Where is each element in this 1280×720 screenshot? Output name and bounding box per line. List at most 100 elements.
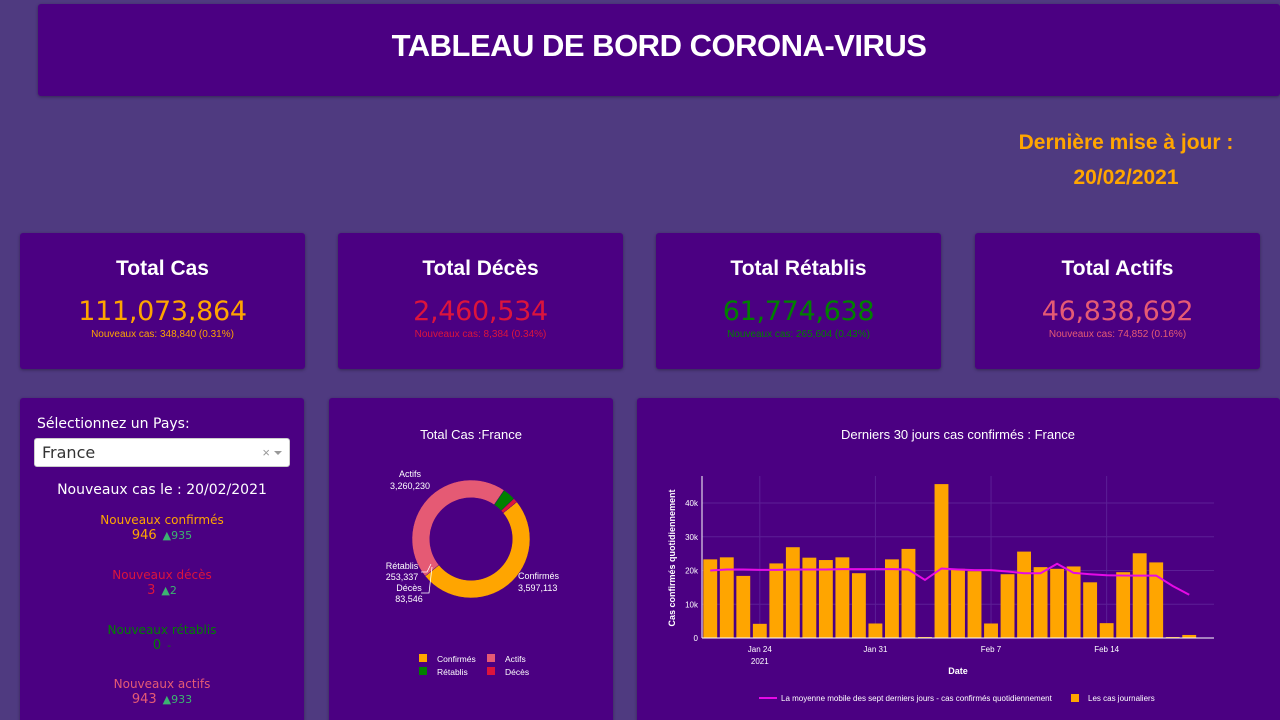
bar[interactable] xyxy=(901,548,916,638)
bar[interactable] xyxy=(951,568,965,638)
bar[interactable] xyxy=(1000,574,1015,638)
metric-new-deaths: Nouveaux décès 3 ▲2 xyxy=(20,568,304,598)
legend-label[interactable]: Confirmés xyxy=(437,654,476,664)
legend-swatch-daily-cases[interactable] xyxy=(1071,694,1079,702)
bar[interactable] xyxy=(1099,623,1114,638)
bar[interactable] xyxy=(835,557,850,638)
bar[interactable] xyxy=(1017,551,1032,638)
slice-label-deces: Décès xyxy=(396,583,422,593)
x-tick-label: Jan 24 xyxy=(748,645,773,654)
donut-slice-actifs[interactable] xyxy=(411,479,505,577)
bar[interactable] xyxy=(934,484,949,638)
bar-chart-title: Derniers 30 jours cas confirmés : France xyxy=(841,427,1075,442)
stat-title: Total Actifs xyxy=(1061,257,1174,280)
x-tick-year: 2021 xyxy=(751,657,769,666)
country-panel: Sélectionnez un Pays: France × Nouveaux … xyxy=(20,398,304,720)
bar[interactable] xyxy=(967,571,982,638)
bar[interactable] xyxy=(851,573,866,638)
y-tick-label: 0 xyxy=(694,634,699,643)
metric-label: Nouveaux décès xyxy=(112,568,212,582)
stat-subtext: Nouveaux cas: 265,604 (0.43%) xyxy=(727,329,870,340)
stat-value: 46,838,692 xyxy=(1041,296,1194,327)
slice-value-deces: 83,546 xyxy=(395,594,423,604)
bar[interactable] xyxy=(703,559,718,638)
bar[interactable] xyxy=(719,557,734,638)
x-axis-label: Date xyxy=(948,666,968,676)
bar[interactable] xyxy=(1182,634,1197,638)
metric-value: 3 xyxy=(147,583,156,598)
metric-label: Nouveaux actifs xyxy=(113,677,211,691)
bar[interactable] xyxy=(918,636,932,638)
stat-value: 61,774,638 xyxy=(722,296,875,327)
bar[interactable] xyxy=(818,560,833,638)
legend-label[interactable]: Décès xyxy=(505,667,529,677)
bar-chart-panel: Derniers 30 jours cas confirmés : France… xyxy=(637,398,1280,720)
bar[interactable] xyxy=(1132,553,1147,638)
bar[interactable] xyxy=(802,557,817,638)
stat-card-total-recovered: Total Rétablis 61,774,638 Nouveaux cas: … xyxy=(656,233,941,369)
legend-label[interactable]: Rétablis xyxy=(437,667,468,677)
x-tick-label: Feb 14 xyxy=(1094,645,1119,654)
bar[interactable] xyxy=(1116,572,1131,638)
donut-chart: Total Cas :France Actifs 3,260,230 Confi… xyxy=(386,427,560,677)
page-title: TABLEAU DE BORD CORONA-VIRUS xyxy=(391,28,927,63)
country-dropdown[interactable]: France × xyxy=(34,438,290,467)
stat-title: Total Rétablis xyxy=(730,257,867,280)
legend-label[interactable]: Actifs xyxy=(505,654,526,664)
legend-label[interactable]: Les cas journaliers xyxy=(1088,694,1155,703)
label-leader-line xyxy=(421,563,432,573)
metric-value: 946 xyxy=(131,528,157,543)
bar[interactable] xyxy=(1033,567,1048,638)
bar[interactable] xyxy=(1149,562,1164,638)
slice-label-retablis: Rétablis xyxy=(386,561,419,571)
donut-slice-confirmés[interactable] xyxy=(424,501,531,599)
bar[interactable] xyxy=(984,623,998,638)
bar[interactable] xyxy=(1165,636,1180,638)
chevron-down-icon[interactable] xyxy=(274,451,282,455)
bar[interactable] xyxy=(769,563,784,638)
metric-label: Nouveaux confirmés xyxy=(100,513,224,527)
legend-swatch-actifs[interactable] xyxy=(487,654,495,662)
y-axis-label: Cas confirmés quotidiennement xyxy=(667,489,677,626)
bar-chart: Derniers 30 jours cas confirmés : France… xyxy=(667,427,1214,703)
bar[interactable] xyxy=(868,623,883,638)
bar[interactable] xyxy=(736,575,751,638)
stat-title: Total Cas xyxy=(116,257,209,280)
donut-chart-panel: Total Cas :France Actifs 3,260,230 Confi… xyxy=(329,398,613,720)
y-tick-label: 10k xyxy=(685,600,699,609)
metric-value: 0 xyxy=(152,638,162,653)
country-select-label: Sélectionnez un Pays: xyxy=(37,416,190,432)
metric-delta: - xyxy=(167,639,172,652)
metric-new-confirmed: Nouveaux confirmés 946 ▲935 xyxy=(20,513,304,543)
stat-subtext: Nouveaux cas: 74,852 (0.16%) xyxy=(1048,329,1187,340)
header-banner: TABLEAU DE BORD CORONA-VIRUS xyxy=(38,4,1280,96)
legend-swatch-retablis[interactable] xyxy=(419,667,427,675)
legend-label[interactable]: La moyenne mobile des sept derniers jour… xyxy=(781,694,1053,703)
metric-label: Nouveaux rétablis xyxy=(107,623,217,637)
y-tick-label: 20k xyxy=(685,567,699,576)
bar[interactable] xyxy=(884,559,899,638)
clear-icon[interactable]: × xyxy=(262,445,270,460)
bar[interactable] xyxy=(1083,582,1098,638)
x-tick-label: Jan 31 xyxy=(863,645,888,654)
stat-subtext: Nouveaux cas: 8,384 (0.34%) xyxy=(414,329,547,340)
stat-card-total-cases: Total Cas 111,073,864 Nouveaux cas: 348,… xyxy=(20,233,305,369)
metric-new-active: Nouveaux actifs 943 ▲933 xyxy=(20,677,304,707)
metric-delta: ▲2 xyxy=(161,584,177,597)
bar[interactable] xyxy=(752,623,767,638)
bar[interactable] xyxy=(1066,566,1081,638)
metric-delta: ▲933 xyxy=(162,693,193,706)
stat-card-total-active: Total Actifs 46,838,692 Nouveaux cas: 74… xyxy=(975,233,1260,369)
donut-chart-title: Total Cas :France xyxy=(420,427,522,442)
y-tick-label: 30k xyxy=(685,533,699,542)
label-leader-line xyxy=(421,566,433,594)
last-update-date: 20/02/2021 xyxy=(1073,166,1179,189)
bar[interactable] xyxy=(785,547,800,638)
moving-average-line[interactable] xyxy=(710,562,1190,596)
donut-slice-décès[interactable] xyxy=(500,498,518,514)
legend-swatch-confirmes[interactable] xyxy=(419,654,427,662)
bar[interactable] xyxy=(1050,568,1065,638)
stat-subtext: Nouveaux cas: 348,840 (0.31%) xyxy=(91,329,234,340)
country-dropdown-value: France xyxy=(42,443,96,462)
legend-swatch-deces[interactable] xyxy=(487,667,495,675)
